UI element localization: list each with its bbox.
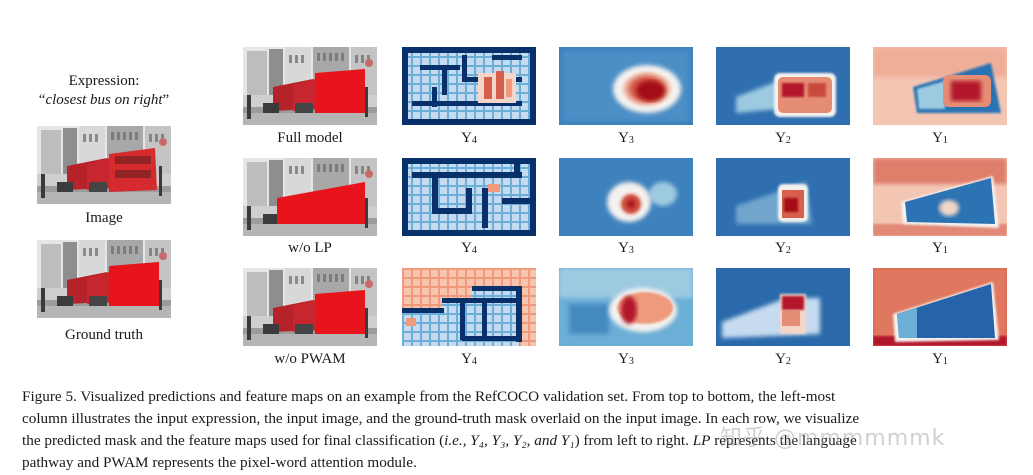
feature-map-y2-wo-lp [716, 158, 850, 236]
map-label-y2: Y2 [775, 130, 791, 146]
caption-line-3: the predicted mask and the feature maps … [22, 432, 857, 449]
row-label-wo-pwam: w/o PWAM [274, 351, 346, 367]
ground-truth-image [37, 240, 171, 318]
watermark: 知乎 @mmmmmmk [720, 426, 946, 451]
caption-line-4: pathway and PWAM represents the pixel-wo… [22, 454, 417, 471]
feature-map-y4-wo-pwam [402, 268, 536, 346]
map-label-y2: Y2 [775, 351, 791, 367]
row-label-full-model: Full model [277, 130, 343, 146]
map-label-y1: Y1 [932, 130, 948, 146]
feature-map-y2-full-model [716, 47, 850, 125]
feature-map-y4-full-model [402, 47, 536, 125]
map-label-y3: Y3 [618, 130, 634, 146]
map-label-y4: Y4 [461, 130, 477, 146]
feature-map-y2-wo-pwam [716, 268, 850, 346]
feature-map-y1-wo-lp [873, 158, 1007, 236]
caption-line-2: column illustrates the input expression,… [22, 410, 860, 427]
feature-map-y3-full-model [559, 47, 693, 125]
row-label-wo-lp: w/o LP [288, 240, 332, 256]
map-label-y1: Y1 [932, 351, 948, 367]
map-label-y1: Y1 [932, 240, 948, 256]
figure-caption: Figure 5. Visualized predictions and fea… [22, 386, 1016, 474]
prediction-full-model [243, 47, 377, 125]
input-image [37, 126, 171, 204]
map-label-y3: Y3 [618, 240, 634, 256]
map-label-y4: Y4 [461, 240, 477, 256]
map-label-y3: Y3 [618, 351, 634, 367]
caption-line-1: Figure 5. Visualized predictions and fea… [22, 388, 836, 405]
expression-text: “closest bus on right” [38, 92, 170, 108]
feature-map-y1-full-model [873, 47, 1007, 125]
feature-map-y4-wo-lp [402, 158, 536, 236]
input-image-label: Image [85, 210, 123, 226]
feature-map-y3-wo-pwam [559, 268, 693, 346]
prediction-wo-lp [243, 158, 377, 236]
ground-truth-label: Ground truth [65, 327, 143, 343]
map-label-y4: Y4 [461, 351, 477, 367]
prediction-wo-pwam [243, 268, 377, 346]
feature-map-y3-wo-lp [559, 158, 693, 236]
feature-map-y1-wo-pwam [873, 268, 1007, 346]
map-label-y2: Y2 [775, 240, 791, 256]
expression-heading: Expression: [68, 73, 140, 89]
